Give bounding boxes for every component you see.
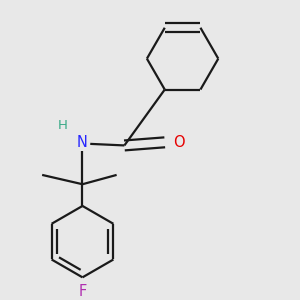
Text: F: F [78,284,87,299]
Text: H: H [57,119,67,132]
Text: O: O [173,135,184,150]
Text: N: N [77,135,88,150]
